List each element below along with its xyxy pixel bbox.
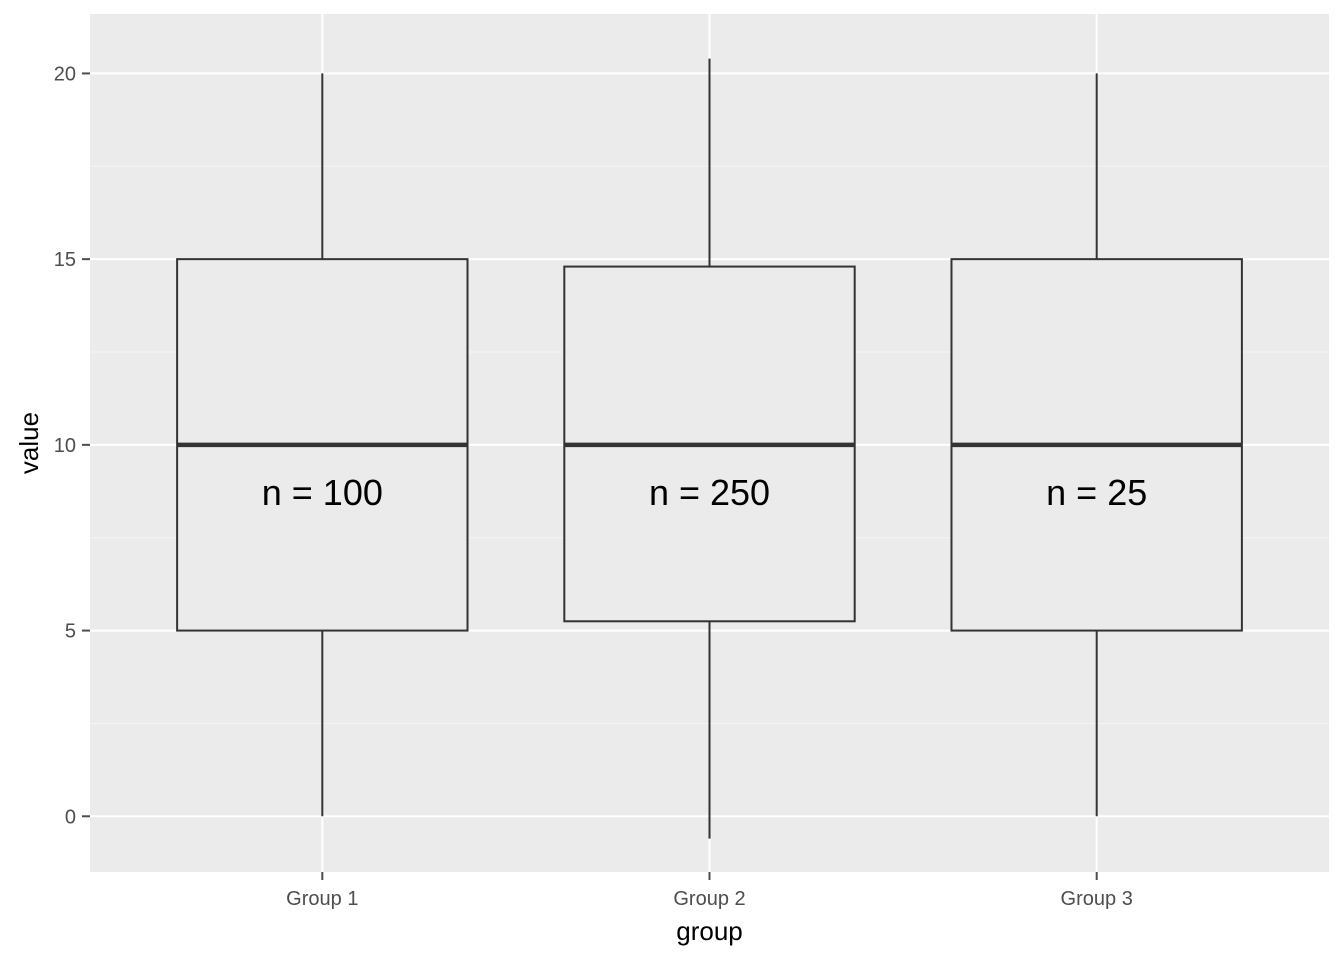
box-2: n = 250: [563, 58, 856, 839]
count-label: n = 250: [649, 472, 770, 513]
x-tick-label: Group 2: [673, 888, 745, 910]
y-tick-label: 20: [54, 63, 76, 85]
count-label: n = 100: [262, 472, 383, 513]
y-tick-label: 5: [65, 621, 76, 643]
x-axis-title: group: [676, 916, 743, 946]
x-axis: Group 1 Group 2 Group 3: [286, 872, 1133, 910]
x-tick-label: Group 1: [286, 888, 358, 910]
box-3: n = 25: [950, 73, 1243, 817]
x-tick-label: Group 3: [1061, 888, 1133, 910]
count-label: n = 25: [1046, 472, 1147, 513]
y-tick-label: 0: [65, 806, 76, 828]
box-1: n = 100: [176, 73, 469, 817]
y-tick-label: 10: [54, 435, 76, 457]
boxes-layer: n = 100 n = 250 n = 25: [176, 58, 1243, 839]
y-tick-label: 15: [54, 249, 76, 271]
y-axis: 0 5 10 15 20: [54, 63, 90, 828]
y-axis-title: value: [14, 412, 44, 474]
